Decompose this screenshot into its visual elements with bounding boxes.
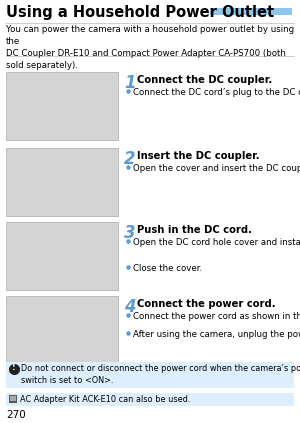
- Text: Connect the power cord.: Connect the power cord.: [137, 299, 276, 309]
- FancyBboxPatch shape: [10, 396, 16, 401]
- FancyBboxPatch shape: [6, 148, 118, 216]
- FancyBboxPatch shape: [6, 393, 294, 406]
- FancyBboxPatch shape: [9, 395, 17, 403]
- Text: Connect the DC cord’s plug to the DC coupler.: Connect the DC cord’s plug to the DC cou…: [133, 88, 300, 97]
- Text: Insert the DC coupler.: Insert the DC coupler.: [137, 151, 260, 161]
- Text: After using the camera, unplug the power plug from the power outlet.: After using the camera, unplug the power…: [133, 330, 300, 339]
- Text: Using a Household Power Outlet: Using a Household Power Outlet: [6, 5, 274, 20]
- Text: Push in the DC cord.: Push in the DC cord.: [137, 225, 252, 235]
- FancyBboxPatch shape: [6, 222, 118, 290]
- Text: 3: 3: [124, 224, 136, 242]
- FancyBboxPatch shape: [6, 362, 294, 388]
- Text: !: !: [12, 363, 16, 373]
- Text: AC Adapter Kit ACK-E10 can also be used.: AC Adapter Kit ACK-E10 can also be used.: [20, 395, 190, 404]
- Text: Do not connect or disconnect the power cord when the camera’s power
switch is se: Do not connect or disconnect the power c…: [21, 364, 300, 385]
- Text: You can power the camera with a household power outlet by using the
DC Coupler D: You can power the camera with a househol…: [6, 25, 294, 71]
- FancyBboxPatch shape: [6, 296, 118, 364]
- Text: 1: 1: [124, 74, 136, 92]
- Text: 270: 270: [6, 410, 26, 420]
- Text: 4: 4: [124, 298, 136, 316]
- Text: Connect the DC coupler.: Connect the DC coupler.: [137, 75, 272, 85]
- Text: 2: 2: [124, 150, 136, 168]
- Text: Open the cover and insert the DC coupler until it locks in place.: Open the cover and insert the DC coupler…: [133, 164, 300, 173]
- Text: Open the DC cord hole cover and install the cord as shown in the illustration.: Open the DC cord hole cover and install …: [133, 238, 300, 247]
- FancyBboxPatch shape: [6, 72, 118, 140]
- Text: Connect the power cord as shown in the illustration.: Connect the power cord as shown in the i…: [133, 312, 300, 321]
- Text: Close the cover.: Close the cover.: [133, 264, 202, 273]
- FancyBboxPatch shape: [210, 8, 292, 15]
